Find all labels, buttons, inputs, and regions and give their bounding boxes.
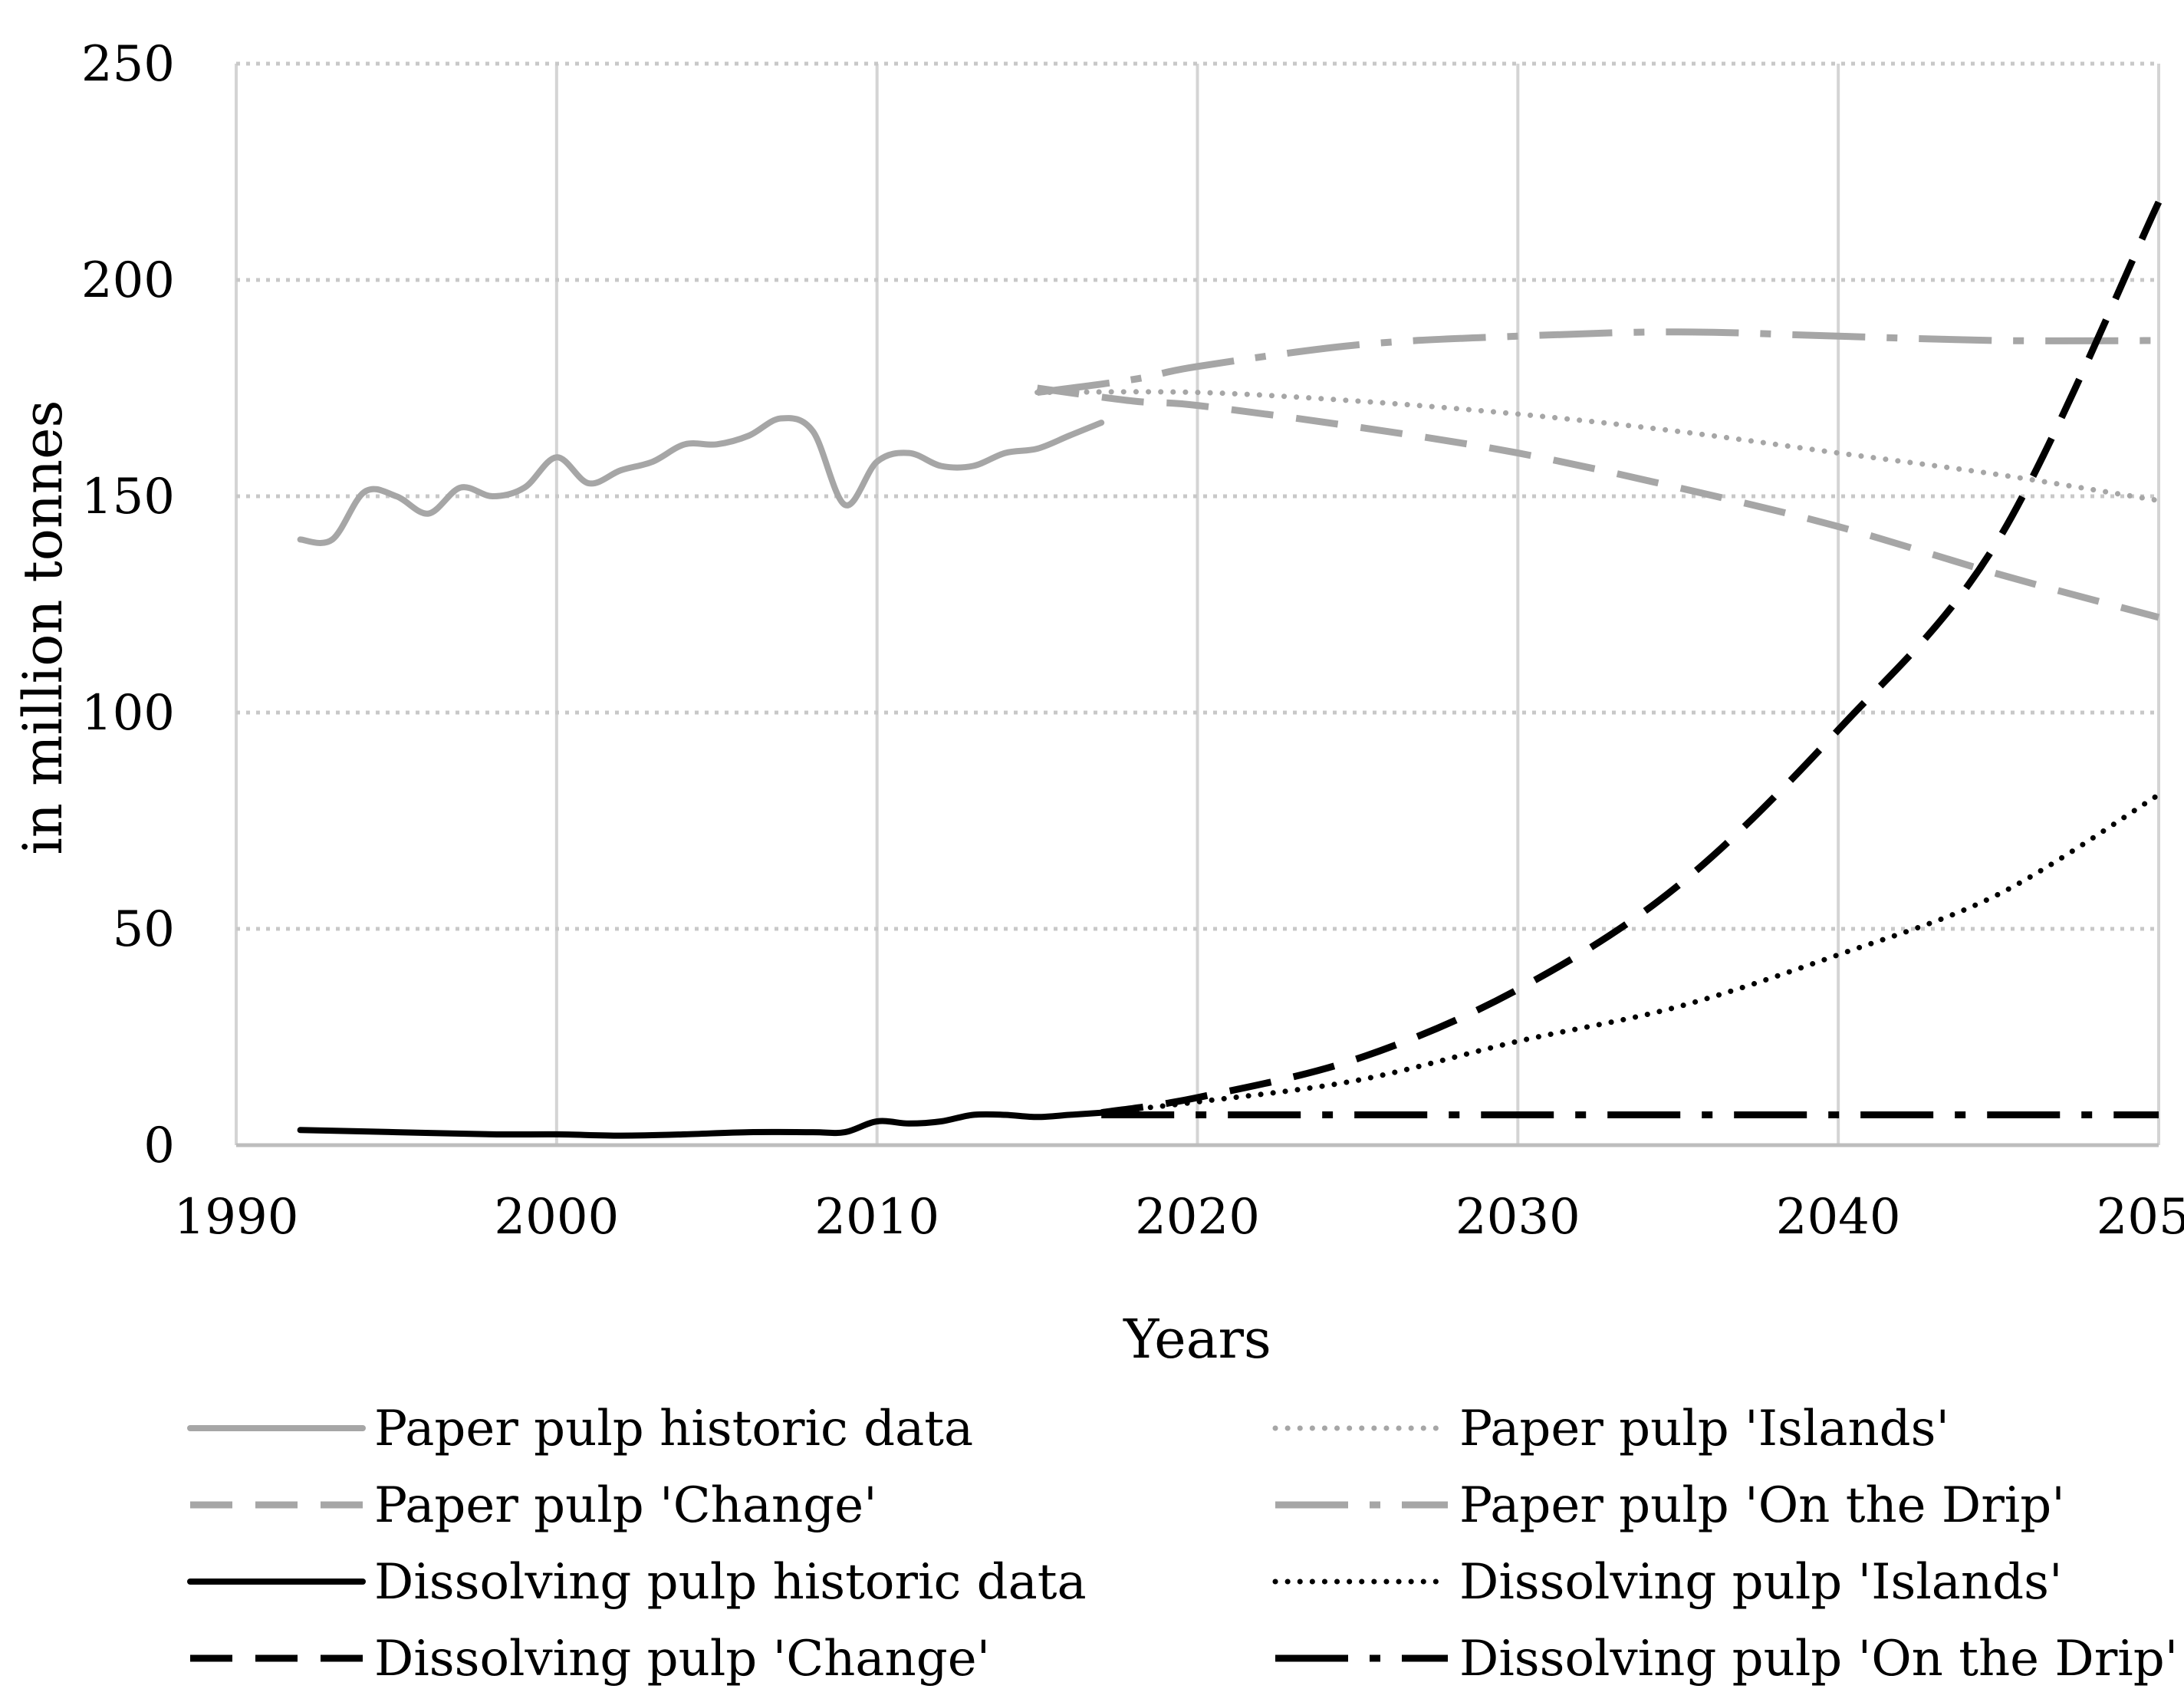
y-axis-title: in million tonnes bbox=[12, 400, 74, 855]
y-tick-labels: 0 50 100 150 200 250 bbox=[81, 36, 175, 1174]
legend: Paper pulp historic data Paper pulp 'Chan… bbox=[187, 1401, 2178, 1687]
x-tick-label: 2020 bbox=[1135, 1189, 1260, 1246]
legend-label: Dissolving pulp 'On the Drip' bbox=[1459, 1631, 2178, 1687]
y-tick-label: 150 bbox=[81, 469, 175, 525]
y-tick-label: 100 bbox=[81, 685, 175, 742]
y-tick-label: 50 bbox=[113, 901, 175, 958]
x-tick-label: 2000 bbox=[494, 1189, 619, 1246]
y-tick-label: 200 bbox=[81, 252, 175, 309]
x-axis-title: Years bbox=[1123, 1308, 1271, 1371]
series-line-2 bbox=[1037, 384, 2160, 621]
x-tick-label: 2010 bbox=[814, 1189, 939, 1246]
y-tick-label: 250 bbox=[81, 36, 175, 93]
legend-label: Dissolving pulp 'Change' bbox=[374, 1631, 990, 1687]
x-tick-label: 2030 bbox=[1455, 1189, 1580, 1246]
series-line-6 bbox=[1100, 200, 2163, 1117]
series-line-0 bbox=[297, 415, 1105, 546]
y-tick-label: 0 bbox=[143, 1118, 175, 1174]
series-line-5 bbox=[1098, 792, 2162, 1116]
legend-label: Paper pulp 'Islands' bbox=[1459, 1401, 1949, 1457]
legend-label: Paper pulp 'On the Drip' bbox=[1459, 1477, 2065, 1534]
legend-label: Dissolving pulp historic data bbox=[374, 1554, 1087, 1611]
series-line-4 bbox=[297, 1109, 1105, 1139]
series-line-3 bbox=[1037, 328, 2159, 397]
series-lines bbox=[297, 200, 2163, 1139]
legend-label: Paper pulp 'Change' bbox=[374, 1477, 877, 1534]
x-tick-label: 1990 bbox=[174, 1189, 299, 1246]
x-tick-label: 2040 bbox=[1776, 1189, 1901, 1246]
legend-label: Paper pulp historic data bbox=[374, 1401, 973, 1457]
grid bbox=[235, 61, 2160, 1145]
legend-label: Dissolving pulp 'Islands' bbox=[1459, 1554, 2063, 1611]
